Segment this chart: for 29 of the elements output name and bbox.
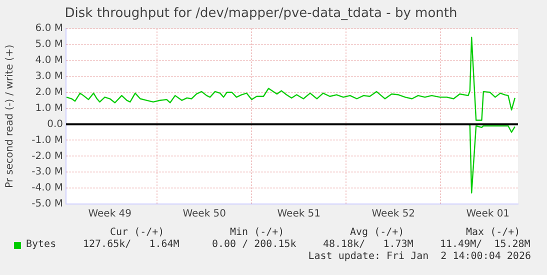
text: Min (-/+) xyxy=(230,227,284,239)
x-tick-label: Week 52 xyxy=(372,208,416,220)
y-tick-label: 1.0 M xyxy=(35,102,63,114)
text: 127.65k/ 1.64M xyxy=(83,239,180,251)
legend-label: Bytes xyxy=(26,239,56,251)
text: 11.49M/ 15.28M xyxy=(440,239,530,251)
y-tick-label: -1.0 M xyxy=(32,134,63,146)
y-tick-label: 5.0 M xyxy=(35,39,63,50)
chart-title: Disk throughput for /dev/mapper/pve-data_tdata - by month xyxy=(64,6,458,22)
x-tick-label: Week 50 xyxy=(182,208,226,220)
text: Avg (-/+) xyxy=(350,227,404,239)
x-tick-label: Week 49 xyxy=(88,208,132,220)
y-tick-label: -5.0 M xyxy=(32,198,63,210)
y-tick-label: 6.0 M xyxy=(35,23,63,34)
y-tick-label: 2.0 M xyxy=(35,86,63,98)
y-tick-label: 3.0 M xyxy=(35,71,63,82)
y-tick-label: -3.0 M xyxy=(32,166,63,178)
text: Cur (-/+) xyxy=(110,227,164,239)
y-tick-label: 4.0 M xyxy=(35,55,63,66)
x-tick-label: Week 51 xyxy=(277,208,321,220)
y-axis-title: Pr second read (-) / write (+) xyxy=(4,44,16,188)
text: Last update: Fri Jan 2 14:00:04 2026 xyxy=(308,251,531,263)
text: Max (-/+) xyxy=(466,227,520,239)
y-tick-label: -4.0 M xyxy=(32,182,63,194)
y-tick-label: 0.0 xyxy=(47,118,63,130)
text: 48.18k/ 1.73M xyxy=(323,239,414,251)
text: 0.00 / 200.15k xyxy=(212,239,296,251)
y-tick-label: -2.0 M xyxy=(32,150,63,162)
x-tick-label: Week 01 xyxy=(466,208,510,220)
